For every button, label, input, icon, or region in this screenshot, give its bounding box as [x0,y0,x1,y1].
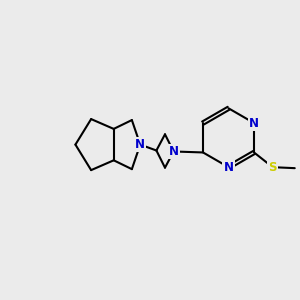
Text: S: S [268,161,277,174]
Text: N: N [224,161,233,174]
Text: N: N [135,138,145,151]
Text: N: N [169,145,178,158]
Text: N: N [249,116,259,130]
